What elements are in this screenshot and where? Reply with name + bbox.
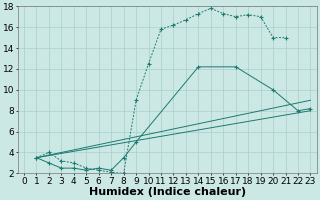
X-axis label: Humidex (Indice chaleur): Humidex (Indice chaleur) xyxy=(89,187,246,197)
